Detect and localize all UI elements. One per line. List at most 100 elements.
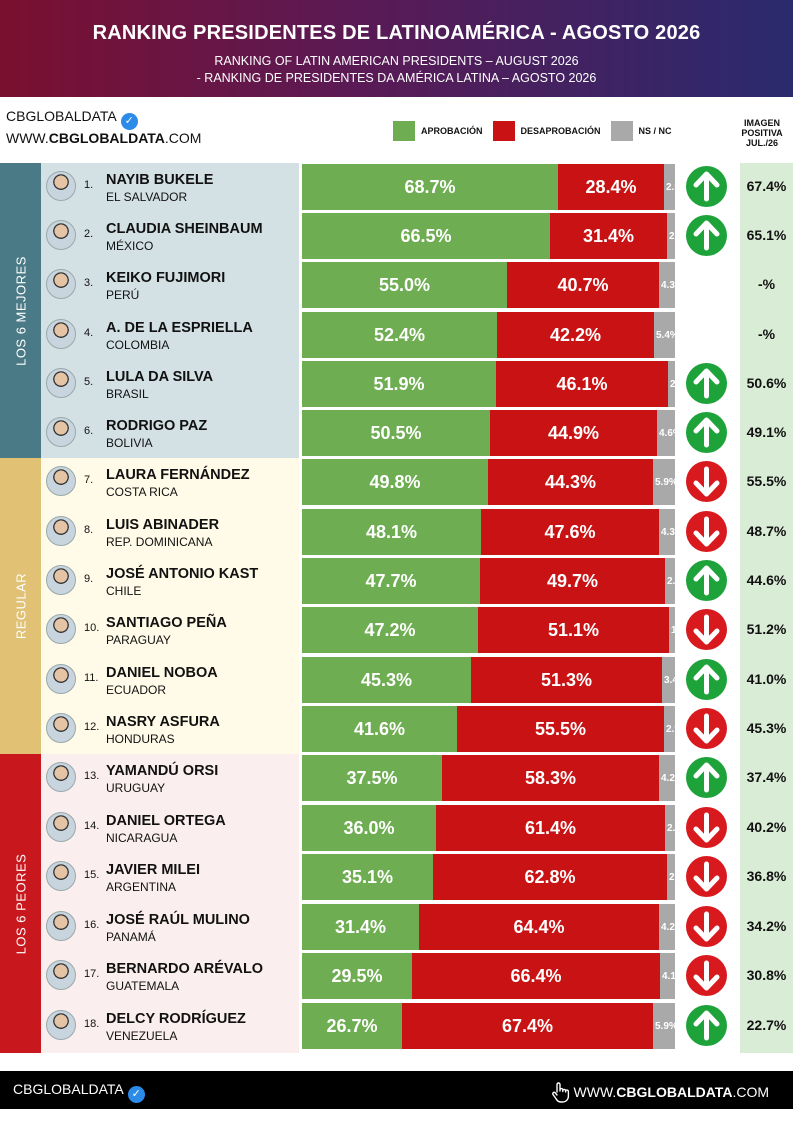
footer-website-link[interactable]: WWW.CBGLOBALDATA.COM [550,1081,769,1103]
bar-disapproval: 66.4% [412,953,660,999]
president-name: LUIS ABINADER [106,517,220,533]
bar-approval: 49.8% [302,459,488,505]
president-name: NASRY ASFURA [106,714,220,730]
ns-value-label: 4.3% [661,279,675,291]
website-link[interactable]: WWW.CBGLOBALDATA.COM [6,130,201,146]
footer-bar: CBGLOBALDATA ✓ WWW.CBGLOBALDATA.COM [0,1071,793,1109]
bar-disapproval: 51.3% [471,657,662,703]
bar-ns: 5.4% [654,312,675,358]
legend-disapproval: DESAPROBACIÓN [492,121,601,141]
ns-value-label: 4.1% [662,970,675,982]
approval-value-label: 47.2% [364,619,416,640]
rank-number: 14. [84,820,100,832]
legend-label-approval: APROBACIÓN [421,126,483,136]
table-row: 17. BERNARDO ARÉVALO GUATEMALA 29.5% 66.4% 4.… [0,952,793,1001]
disapproval-value-label: 44.9% [547,422,600,443]
president-name: RODRIGO PAZ [106,418,208,434]
rank-number: 13. [84,770,100,782]
footer-brand: CBGLOBALDATA ✓ [13,1081,145,1103]
rank-number: 16. [84,919,100,931]
disapproval-value-label: 61.4% [524,817,577,838]
president-name: KEIKO FUJIMORI [106,270,226,286]
bar-disapproval: 44.9% [490,410,657,456]
footer-brand-name: CBGLOBALDATA [13,1081,124,1097]
trend-down-icon [686,609,727,650]
panel-best [41,163,299,458]
bar-ns: 2.1% [667,213,675,259]
president-photo-icon [46,417,76,447]
approval-value-label: 26.7% [326,1015,378,1036]
approval-stacked-bar: 41.6% 55.5% 2.9% [302,706,675,752]
bar-disapproval: 46.1% [496,361,668,407]
trend-up-icon [686,560,727,601]
approval-stacked-bar: 48.1% 47.6% 4.3% [302,509,675,555]
bar-approval: 45.3% [302,657,471,703]
president-photo-icon [46,220,76,250]
disapproval-value-label: 55.5% [534,718,587,739]
rank-number: 18. [84,1018,100,1030]
president-photo-icon [46,861,76,891]
president-country: COLOMBIA [106,338,170,352]
bar-approval: 35.1% [302,854,433,900]
approval-value-label: 45.3% [360,669,413,690]
bar-disapproval: 67.4% [402,1003,653,1049]
ns-value-label: 4.6% [659,427,675,439]
footer-site-suffix: .COM [732,1084,769,1100]
president-photo-icon [46,664,76,694]
president-photo-icon [46,713,76,743]
approval-value-label: 36.0% [343,817,395,838]
trend-up-icon [686,363,727,404]
bar-ns: 4.2% [659,904,675,950]
approval-value-label: 68.7% [404,176,456,197]
bar-approval: 37.5% [302,755,442,801]
page-title: RANKING PRESIDENTES DE LATINOAMÉRICA - A… [92,22,701,44]
table-row: 6. RODRIGO PAZ BOLIVIA 50.5% 44.9% 4.6% 49.1% [0,409,793,458]
table-row: 16.JOSÉ RAÚL MULINOPANAMÁ31.4%64.4%4.2%3… [0,903,793,952]
ns-value-label: 5.9% [655,1020,675,1032]
verified-check-icon: ✓ [120,113,138,130]
president-name: NAYIB BUKELE [106,172,214,188]
previous-positive-image: 40.2% [746,819,787,835]
approval-stacked-bar: 37.5% 58.3% 4.2% [302,755,675,801]
president-country: NICARAGUA [106,831,178,845]
table-row: 10. SANTIAGO PEÑA PARAGUAY 47.2% 51.1% 1.7% 51… [0,606,793,655]
bar-approval: 52.4% [302,312,497,358]
previous-positive-image: 49.1% [746,424,787,440]
bar-ns: 2.1% [667,854,675,900]
bar-disapproval: 42.2% [497,312,654,358]
panel-worst [41,754,299,1053]
rank-number: 2. [84,228,94,240]
president-country: EL SALVADOR [106,190,188,204]
disapproval-value-label: 67.4% [501,1015,554,1036]
header-line-2: POSITIVA [741,128,783,138]
disapproval-value-label: 40.7% [557,274,609,295]
previous-positive-image: 48.7% [746,523,787,539]
footer-site-prefix: WWW. [573,1084,617,1100]
approval-value-label: 49.8% [369,471,421,492]
bar-ns: 2.0% [668,361,675,407]
rank-number: 12. [84,721,100,733]
president-name: DANIEL ORTEGA [106,813,226,829]
bar-ns: 2.9% [664,706,675,752]
ns-value-label: 2.0% [670,378,675,390]
previous-positive-image: 34.2% [746,918,787,934]
table-row: 14. DANIEL ORTEGA NICARAGUA 36.0% 61.4% 2.6% 4… [0,804,793,853]
president-photo-icon [46,319,76,349]
president-name: JOSÉ ANTONIO KAST [106,566,259,582]
president-photo-icon [46,368,76,398]
president-photo-icon [46,171,76,201]
president-photo-icon [46,960,76,990]
approval-stacked-bar: 52.4% 42.2% 5.4% [302,312,675,358]
bar-disapproval: 44.3% [488,459,653,505]
section-worst-label: LOS 6 PEORES [0,754,41,1053]
president-country: CHILE [106,584,142,598]
bar-disapproval: 47.6% [481,509,659,555]
trend-down-icon [686,708,727,749]
bar-approval: 68.7% [302,164,558,210]
previous-positive-image: 44.6% [746,572,787,588]
trend-down-icon [686,807,727,848]
bar-disapproval: 61.4% [436,805,665,851]
bar-disapproval: 58.3% [442,755,659,801]
president-country: GUATEMALA [106,979,180,993]
bar-ns: 4.3% [659,509,675,555]
